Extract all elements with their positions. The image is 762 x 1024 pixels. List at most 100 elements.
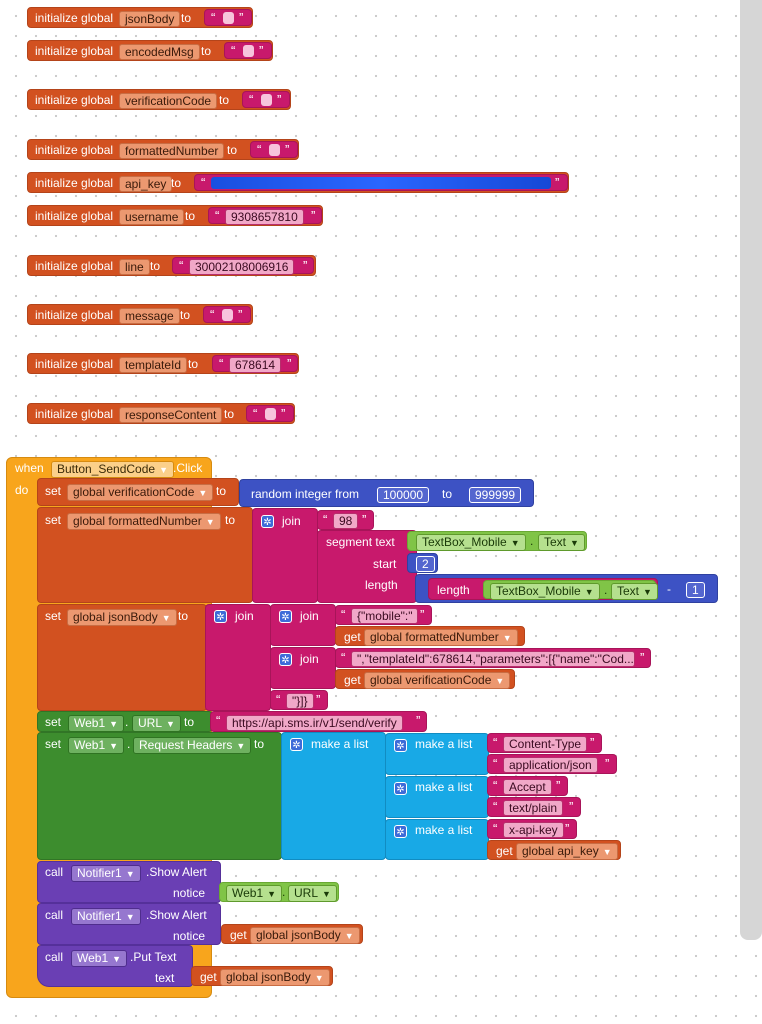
make-a-list-outer-block[interactable]: ✲ make a list	[281, 732, 386, 860]
global-responseContent-block[interactable]: initialize global responseContent to “ ”	[27, 403, 295, 424]
get-jsonBody-block-1[interactable]: get global jsonBody ▼	[221, 924, 363, 944]
empty-text-block[interactable]: “ ”	[250, 141, 298, 158]
variable-dropdown[interactable]: global jsonBody ▼	[250, 927, 360, 944]
property-dropdown[interactable]: Text ▼	[611, 583, 658, 600]
make-a-list-header-3[interactable]: ✲ make a list	[385, 819, 489, 860]
text-mobile-prefix-block[interactable]: “ {"mobile":" ”	[335, 605, 432, 625]
text-value-field[interactable]: 98	[333, 513, 359, 529]
api-key-text-block[interactable]: “ ”	[194, 174, 568, 191]
property-dropdown[interactable]: URL ▼	[132, 715, 181, 732]
text-value-field[interactable]: application/json	[503, 757, 598, 773]
text-application-json-block[interactable]: “ application/json ”	[487, 754, 617, 774]
random-from-field[interactable]: 100000	[377, 487, 430, 503]
mutator-gear-icon[interactable]: ✲	[214, 610, 227, 623]
web1-url-getter[interactable]: Web1 ▼ . URL ▼	[219, 882, 339, 902]
mutator-gear-icon[interactable]: ✲	[394, 782, 407, 795]
textbox-mobile-text-getter[interactable]: TextBox_Mobile ▼ . Text ▼	[407, 531, 587, 551]
variable-dropdown[interactable]: global api_key ▼	[516, 843, 618, 860]
text-content-type-block[interactable]: “ Content-Type ”	[487, 733, 602, 753]
inner-join-block-1[interactable]: ✲ join	[270, 604, 336, 646]
global-username-block[interactable]: initialize global username to “ 93086578…	[27, 205, 323, 226]
global-api_key-block[interactable]: initialize global api_key to “ ”	[27, 172, 569, 193]
call-notifier1-show-alert-block-2[interactable]: call Notifier1 ▼ .Show Alert notice	[37, 903, 221, 945]
number-field[interactable]: 1	[686, 582, 705, 598]
mutator-gear-icon[interactable]: ✲	[394, 739, 407, 752]
username-text-block[interactable]: “ 9308657810 ”	[208, 207, 322, 225]
component-dropdown[interactable]: TextBox_Mobile ▼	[416, 534, 526, 551]
set-web1-request-headers-block[interactable]: set Web1 ▼ . Request Headers ▼ to	[37, 732, 282, 860]
global-line-block[interactable]: initialize global line to “ 300021080069…	[27, 255, 316, 276]
join-block[interactable]: ✲ join	[252, 508, 318, 603]
make-a-list-header-2[interactable]: ✲ make a list	[385, 776, 489, 818]
text-value-field[interactable]: "}]}	[286, 693, 314, 709]
variable-dropdown[interactable]: global formattedNumber ▼	[364, 629, 518, 646]
variable-dropdown[interactable]: global formattedNumber ▼	[67, 513, 221, 530]
text-template-params-block[interactable]: “ ","templateId":678614,"parameters":[{"…	[335, 648, 651, 668]
text-value-field[interactable]: 678614	[229, 357, 282, 373]
global-encodedMsg-block[interactable]: initialize global encodedMsg to “ ”	[27, 40, 273, 61]
global-message-block[interactable]: initialize global message to “ ”	[27, 304, 253, 325]
empty-text-block[interactable]: “ ”	[204, 9, 252, 26]
outer-join-block[interactable]: ✲ join	[205, 604, 271, 711]
global-name-field[interactable]: username	[119, 209, 185, 225]
number-2-block[interactable]: 2	[407, 553, 438, 573]
global-name-field[interactable]: jsonBody	[119, 11, 181, 27]
get-verificationCode-block[interactable]: get global verificationCode ▼	[335, 669, 515, 689]
get-formattedNumber-block[interactable]: get global formattedNumber ▼	[335, 626, 525, 646]
segment-text-block[interactable]: segment text start length	[317, 530, 417, 603]
empty-text-block[interactable]: “ ”	[242, 91, 290, 108]
text-value-field[interactable]: Accept	[503, 779, 552, 795]
empty-text-block[interactable]: “ ”	[224, 42, 272, 59]
line-text-block[interactable]: “ 30002108006916 ”	[172, 257, 314, 275]
empty-text-block[interactable]: “ ”	[203, 306, 251, 323]
property-dropdown[interactable]: URL ▼	[288, 885, 337, 902]
component-dropdown[interactable]: Notifier1 ▼	[71, 908, 141, 925]
variable-dropdown[interactable]: global verificationCode ▼	[364, 672, 511, 689]
global-name-field[interactable]: encodedMsg	[119, 44, 200, 60]
global-name-field[interactable]: verificationCode	[119, 93, 218, 109]
text-value-field[interactable]: Content-Type	[503, 736, 588, 752]
text-closing-block[interactable]: “ "}]} ”	[270, 690, 328, 710]
mutator-gear-icon[interactable]: ✲	[279, 610, 292, 623]
component-dropdown[interactable]: TextBox_Mobile ▼	[490, 583, 600, 600]
property-dropdown[interactable]: Request Headers ▼	[133, 737, 252, 754]
set-formattedNumber-block[interactable]: set global formattedNumber ▼ to	[37, 507, 253, 603]
length-of-text-block[interactable]: length TextBox_Mobile ▼ . Text ▼	[428, 578, 658, 600]
set-verificationCode-block[interactable]: set global verificationCode ▼ to	[37, 478, 239, 506]
component-dropdown[interactable]: Web1 ▼	[68, 737, 125, 754]
templateId-text-block[interactable]: “ 678614 ”	[212, 355, 298, 373]
component-dropdown[interactable]: Web1 ▼	[68, 715, 125, 732]
global-name-field[interactable]: templateId	[119, 357, 188, 373]
set-jsonBody-block[interactable]: set global jsonBody ▼ to	[37, 604, 207, 711]
global-name-field[interactable]: formattedNumber	[119, 143, 225, 159]
get-api-key-block[interactable]: get global api_key ▼	[487, 840, 621, 860]
text-accept-block[interactable]: “ Accept ”	[487, 776, 568, 796]
property-dropdown[interactable]: Text ▼	[538, 534, 585, 551]
get-jsonBody-block-2[interactable]: get global jsonBody ▼	[191, 966, 333, 986]
mutator-gear-icon[interactable]: ✲	[394, 825, 407, 838]
text-value-field[interactable]: 30002108006916	[189, 259, 295, 275]
text-url-block[interactable]: “ https://api.sms.ir/v1/send/verify ”	[210, 711, 427, 732]
mutator-gear-icon[interactable]: ✲	[290, 738, 303, 751]
component-dropdown[interactable]: Notifier1 ▼	[71, 865, 141, 882]
mutator-gear-icon[interactable]: ✲	[261, 515, 274, 528]
text-value-field[interactable]: https://api.sms.ir/v1/send/verify	[226, 715, 403, 731]
variable-dropdown[interactable]: global jsonBody ▼	[67, 609, 177, 626]
global-name-field[interactable]: message	[119, 308, 180, 324]
component-dropdown[interactable]: Web1 ▼	[71, 950, 128, 967]
call-notifier1-show-alert-block-1[interactable]: call Notifier1 ▼ .Show Alert notice	[37, 861, 221, 903]
global-formattedNumber-block[interactable]: initialize global formattedNumber to “ ”	[27, 139, 299, 160]
mutator-gear-icon[interactable]: ✲	[279, 653, 292, 666]
variable-dropdown[interactable]: global jsonBody ▼	[220, 969, 330, 986]
random-integer-block[interactable]: random integer from 100000 to 999999	[239, 479, 534, 507]
empty-text-block[interactable]: “ ”	[246, 405, 294, 422]
text-value-field[interactable]: x-api-key	[503, 822, 564, 838]
text-text-plain-block[interactable]: “ text/plain ”	[487, 797, 581, 817]
inner-join-block-2[interactable]: ✲ join	[270, 647, 336, 689]
make-a-list-header-1[interactable]: ✲ make a list	[385, 733, 489, 775]
global-name-field[interactable]: api_key	[119, 176, 173, 192]
global-verificationCode-block[interactable]: initialize global verificationCode to “ …	[27, 89, 291, 110]
global-templateId-block[interactable]: initialize global templateId to “ 678614…	[27, 353, 299, 374]
random-to-field[interactable]: 999999	[469, 487, 522, 503]
text-value-field[interactable]: 9308657810	[225, 209, 304, 225]
